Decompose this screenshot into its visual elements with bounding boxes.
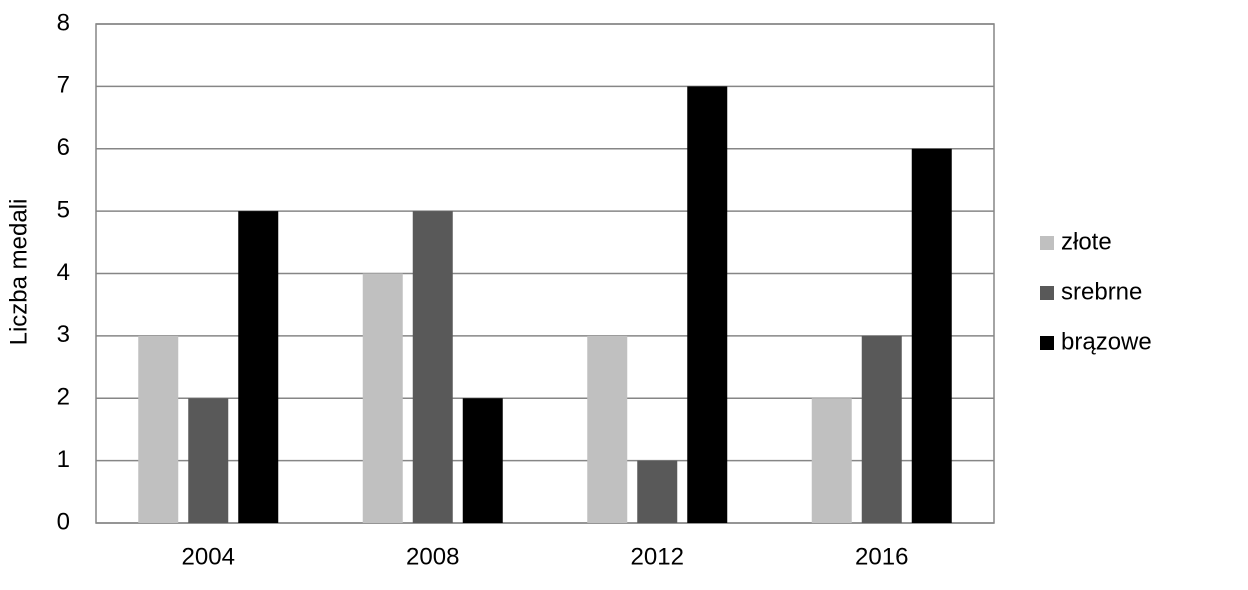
- y-tick-label: 7: [57, 72, 70, 99]
- x-tick-label: 2016: [855, 543, 908, 570]
- y-tick-label: 8: [57, 9, 70, 36]
- y-axis-label: Liczba medali: [5, 199, 32, 346]
- x-tick-label: 2012: [631, 543, 684, 570]
- x-tick-label: 2008: [406, 543, 459, 570]
- bar: [238, 211, 279, 523]
- bar: [587, 335, 628, 523]
- y-tick-label: 2: [57, 384, 70, 411]
- y-tick-label: 3: [57, 321, 70, 348]
- legend-label: brązowe: [1061, 328, 1152, 355]
- x-tick-label: 2004: [182, 543, 235, 570]
- bar: [188, 398, 229, 523]
- y-tick-label: 0: [57, 508, 70, 535]
- bar: [412, 211, 453, 523]
- bar: [687, 86, 728, 523]
- y-tick-label: 5: [57, 196, 70, 223]
- legend-swatch: [1040, 286, 1054, 300]
- bar: [362, 273, 403, 523]
- legend-label: złote: [1061, 228, 1112, 255]
- y-tick-label: 1: [57, 446, 70, 473]
- legend-swatch: [1040, 336, 1054, 350]
- bar: [811, 398, 852, 523]
- y-tick-label: 4: [57, 259, 70, 286]
- bar: [138, 335, 179, 523]
- bar: [637, 460, 678, 523]
- legend-swatch: [1040, 236, 1054, 250]
- bar: [911, 148, 952, 523]
- bar: [462, 398, 503, 523]
- bar: [861, 335, 902, 523]
- y-tick-label: 6: [57, 134, 70, 161]
- legend-label: srebrne: [1061, 278, 1142, 305]
